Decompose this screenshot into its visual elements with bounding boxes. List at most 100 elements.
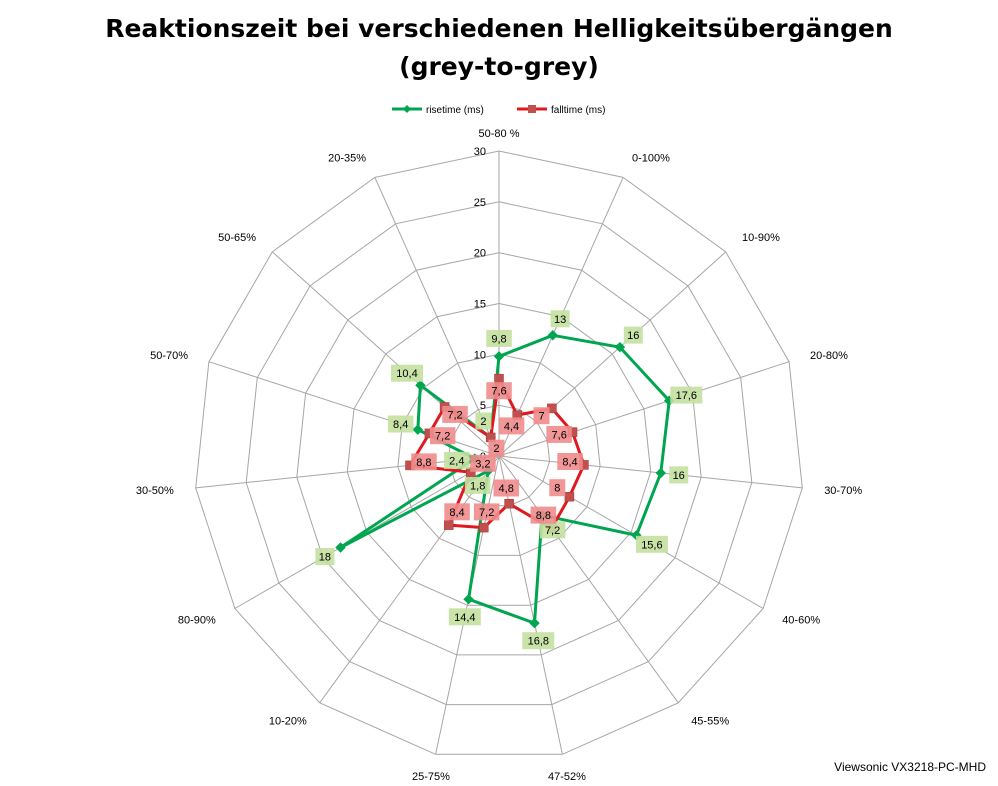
point-0-1 xyxy=(547,330,558,341)
point-1-7 xyxy=(504,498,514,509)
category-label-14: 20-35% xyxy=(328,152,366,164)
data-label-0-7: 16,8 xyxy=(528,636,549,648)
data-label-1-12: 7,2 xyxy=(435,431,450,443)
point-0-13 xyxy=(415,380,426,391)
data-label-1-3: 7,6 xyxy=(552,429,567,441)
data-label-0-10: 18 xyxy=(319,552,331,564)
point-1-9 xyxy=(444,520,454,530)
category-label-8: 25-75% xyxy=(412,771,450,783)
data-label-box-0-1 xyxy=(550,310,570,328)
data-label-1-14: 2 xyxy=(493,443,499,455)
data-label-1-1: 4,4 xyxy=(504,421,519,433)
point-0-8 xyxy=(463,593,474,605)
category-label-5: 40-60% xyxy=(782,615,820,627)
spoke-9 xyxy=(319,455,500,704)
category-label-3: 20-80% xyxy=(810,350,848,362)
category-label-12: 50-70% xyxy=(150,350,188,362)
data-label-0-2: 16 xyxy=(627,330,639,342)
data-label-box-1-2 xyxy=(533,407,550,425)
data-label-1-10: 3,2 xyxy=(475,458,490,470)
data-label-0-3: 17,6 xyxy=(676,390,697,402)
data-labels: 9,8 13 16 17,6 16 15,6 7,2 16,8 14,4 1,8 18 2,4 8,4 1… xyxy=(315,310,703,650)
data-label-box-1-3 xyxy=(546,425,572,443)
category-label-4: 30-70% xyxy=(824,485,862,497)
data-label-1-5: 8 xyxy=(554,483,560,495)
data-label-box-1-12 xyxy=(429,427,456,445)
point-0-2 xyxy=(614,341,626,353)
data-label-1-8: 7,2 xyxy=(479,507,494,519)
data-label-0-8: 14,4 xyxy=(454,612,475,624)
data-label-box-1-6 xyxy=(530,506,557,524)
data-label-box-1-14 xyxy=(488,439,505,457)
point-0-10 xyxy=(335,542,346,553)
data-label-1-0: 7,6 xyxy=(491,386,506,398)
data-label-box-0-3 xyxy=(670,386,703,404)
data-label-box-1-11 xyxy=(411,453,437,471)
category-label-13: 50-65% xyxy=(218,232,256,244)
spoke-6 xyxy=(498,455,679,704)
point-1-0 xyxy=(494,373,504,384)
chart-title-line-1: Reaktionszeit bei verschiedenen Helligke… xyxy=(105,14,893,43)
point-0-4 xyxy=(655,467,666,479)
data-label-box-0-4 xyxy=(669,466,689,484)
data-label-box-1-5 xyxy=(549,479,566,497)
data-label-0-0: 9,8 xyxy=(491,333,506,345)
point-0-12 xyxy=(412,424,423,435)
grid-ring-25 xyxy=(245,201,753,706)
data-label-0-1: 13 xyxy=(554,314,566,326)
category-label-9: 10-20% xyxy=(269,716,307,728)
data-label-0-4: 16 xyxy=(673,470,685,482)
category-labels: 50-80 % 0-100% 10-90% 20-80% 30-70% 40-60% 45-… xyxy=(136,128,862,783)
data-label-box-1-1 xyxy=(498,417,525,435)
category-label-11: 30-50% xyxy=(136,485,174,497)
data-label-0-13: 10,4 xyxy=(396,368,417,380)
data-label-box-0-12 xyxy=(387,415,414,433)
data-label-0-11: 2,4 xyxy=(449,455,464,467)
data-label-box-0-7 xyxy=(522,632,555,650)
grid-ring-30 xyxy=(195,150,803,755)
data-label-box-0-14 xyxy=(475,412,492,430)
legend: risetime (ms) falltime (ms) xyxy=(392,105,605,116)
chart-title: Reaktionszeit bei verschiedenen Helligke… xyxy=(0,10,998,86)
data-label-box-0-10 xyxy=(315,548,335,565)
point-1-5 xyxy=(564,491,575,502)
tick-label-25: 25 xyxy=(474,197,486,209)
data-label-box-0-11 xyxy=(444,451,470,469)
tick-label-5: 5 xyxy=(480,400,486,412)
grid-ring-15 xyxy=(346,302,652,606)
data-label-1-4: 8,4 xyxy=(562,457,577,469)
spoke-4 xyxy=(498,455,803,489)
legend-marker-0 xyxy=(403,105,411,113)
spoke-5 xyxy=(498,455,764,609)
data-label-box-1-10 xyxy=(470,454,496,472)
data-label-box-0-5 xyxy=(635,535,668,553)
data-label-box-0-8 xyxy=(448,608,481,626)
legend-label-1: falltime (ms) xyxy=(551,105,605,116)
spoke-13 xyxy=(271,251,500,457)
monitor-model-credit: Viewsonic VX3218-PC-MHD xyxy=(834,760,986,774)
data-label-1-13: 7,2 xyxy=(447,409,462,421)
data-label-box-1-0 xyxy=(486,382,512,400)
data-label-box-1-8 xyxy=(473,503,500,521)
data-label-box-0-9 xyxy=(464,476,491,494)
data-label-1-9: 8,4 xyxy=(449,507,464,519)
radar-grid xyxy=(195,150,803,755)
data-label-0-9: 1,8 xyxy=(470,480,485,492)
data-label-box-1-13 xyxy=(442,405,468,423)
category-label-6: 45-55% xyxy=(691,716,729,728)
tick-label-20: 20 xyxy=(474,248,486,260)
legend-marker-1 xyxy=(528,105,536,113)
point-1-8 xyxy=(479,522,489,533)
series-group xyxy=(335,330,675,629)
category-label-7: 47-52% xyxy=(548,771,586,783)
data-label-box-1-9 xyxy=(444,503,470,521)
point-0-0 xyxy=(493,351,505,362)
data-label-0-5: 15,6 xyxy=(641,539,662,551)
tick-label-30: 30 xyxy=(474,146,486,158)
data-label-1-11: 8,8 xyxy=(416,457,431,469)
data-label-0-6: 7,2 xyxy=(545,525,560,537)
data-label-box-0-2 xyxy=(623,326,643,344)
data-label-0-12: 8,4 xyxy=(393,419,408,431)
grid-ring-20 xyxy=(296,252,702,656)
